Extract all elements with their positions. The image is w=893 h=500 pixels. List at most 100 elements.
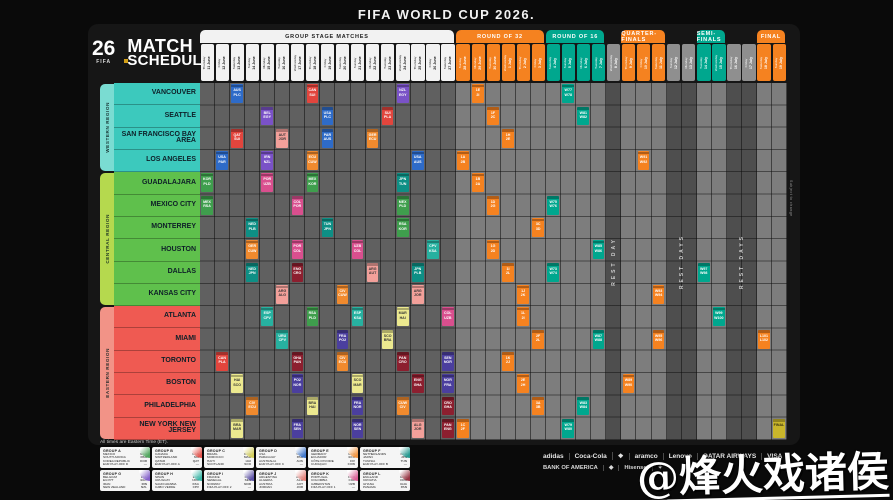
knockout-cell-qf: W89 W90 [622,374,635,394]
match-time-strip [261,107,274,110]
day-date: 16 July [733,56,738,69]
match-time-strip [231,419,243,422]
round-header-bands: GROUP STAGE MATCHES ROUND OF 32 ROUND OF 1… [200,30,787,44]
team-code-1: MEX [398,199,407,204]
team-code-1: SCO [353,378,362,383]
match-time-strip [246,263,258,266]
date-header-20-june: Saturday 20 June [336,44,350,81]
legend-team-row: UZBEKISTAN UZB [311,482,355,487]
date-header-text: Saturday 18 July [759,46,768,80]
round-band-final: FINAL [756,30,785,43]
match-time-strip [201,173,213,177]
legend-team-row: EUR PLAY-OFF C — [259,463,303,467]
team-code-1: ALG [413,422,422,427]
date-header-2-july: Thursday 2 July [516,44,530,81]
knockout-cell-r32: 1E 2I [472,84,484,104]
grid-column-6 [290,83,306,440]
match-cell-par-aus: PAR AUS [321,128,334,148]
match-cell-eng-gha: ENG GHA [411,374,424,394]
region-city-labels: WESTERN REGION VANCOUVER SEATTLE SAN FRANCI… [100,83,200,440]
team-code-1: URU [278,333,287,338]
match-time-strip [562,84,575,88]
legend-team-row: FIFA PLAY-OFF 1 — [311,486,355,490]
knockout-slot-2: 2I [476,92,480,97]
legend-group-title: GROUP I [207,471,224,476]
team-code-1: NZL [399,88,407,93]
team-code-2: CPV [278,338,286,343]
date-header-text: Friday 17 July [744,46,753,80]
match-time-strip [652,285,665,288]
grid-column-27 [606,83,622,440]
match-cell-sui-pla: SUI PLA [381,106,394,126]
team-code-2: PAR [218,159,226,164]
match-time-strip [291,196,304,199]
grid-column-0 [200,83,216,440]
day-date: 14 June [252,55,257,70]
team-code-1: NOR [443,378,452,383]
team-name: EUR PLAY-OFF D [103,462,129,467]
match-time-strip [291,240,304,244]
date-header-13-july: Monday 13 July [682,44,696,81]
knockout-slot-2: 3D [535,226,541,231]
match-time-strip [442,419,454,422]
legend-team-row: JORDAN JOR [259,486,303,490]
team-code-1: SCO [383,333,392,338]
legend-group-f: GROUP FNETHERLANDSNEDJAPANJPNTUNISIATUNE… [360,447,410,468]
team-code-2: AUS [413,159,422,164]
match-cell-eng-cro: ENG CRO [291,262,304,282]
team-code-2: ENG [443,427,452,432]
knockout-cell-r16: W75 W76 [547,195,560,215]
rest-day-text: REST DAYS [678,233,685,290]
legend-group-title: GROUP J [259,471,277,476]
match-time-strip [472,173,484,177]
match-cell-arg-aut: ARG AUT [366,262,379,282]
legend-corner-swatch [295,447,306,458]
team-code-2: PAN [293,360,301,365]
team-code-1: CRO [443,400,452,405]
team-code-2: AUS [323,137,332,142]
date-header-text: Wednesday 1 July [503,46,512,80]
knockout-cell-bronze: L101 L102 [758,329,770,349]
team-code: CRO [400,478,407,483]
team-code: QAT [192,458,199,463]
legend-group-h: GROUP HSPAINESPURUGUAYURUSAUDI ARABIAKSA… [152,470,202,491]
match-cell-fra-po2: FRA PO2 [336,329,349,349]
team-code-2: PLA [218,360,226,365]
grid-column-29 [636,83,652,440]
match-time-strip [351,307,364,311]
team-code-1: ARG [413,289,422,293]
date-header-15-july: Wednesday 15 July [712,44,726,81]
match-cell-ger-ecu: GER ECU [366,128,379,148]
legend-team-row: IRAN IRN [103,482,147,487]
team-code-2: SUI [309,92,316,97]
legend-team-row: QATAR QAT [155,458,199,464]
round-band-semi-finals: SEMI-FINALS [696,30,725,43]
date-header-text: Sunday 21 June [353,46,362,80]
day-date: 10 July [643,56,648,69]
grid-column-7 [305,83,321,440]
rest-day-label: REST DAYS [727,83,757,440]
grid-column-32 [681,83,697,440]
match-time-strip [532,330,544,333]
match-time-strip [396,173,409,177]
match-time-strip [411,285,424,288]
match-cell-sen-nor: SEN NOR [442,351,454,371]
legend-team-row: TUNISIA TUN [363,459,407,464]
grid-column-22 [531,83,547,440]
team-code-1: SEN [444,355,452,360]
knockout-cell-r32: 1H 2E [502,128,514,148]
badge-schedule: SCHEDULE [127,52,213,70]
date-header-26-june: Friday 26 June [426,44,440,81]
legend-corner-swatch [399,470,410,481]
knockout-slot-1: 1C [460,422,466,427]
date-header-text: Friday 19 June [323,46,332,80]
match-cell-fra-sen: FRA SEN [291,418,304,438]
team-code-1: FRA [338,333,347,338]
knockout-slot-1: 1J [521,289,526,293]
knockout-slot-1: W75 [549,199,557,204]
match-cell-mex-kor: MEX KOR [306,173,319,193]
team-code: COL [348,478,355,483]
team-name: PORTUGAL [311,474,328,479]
